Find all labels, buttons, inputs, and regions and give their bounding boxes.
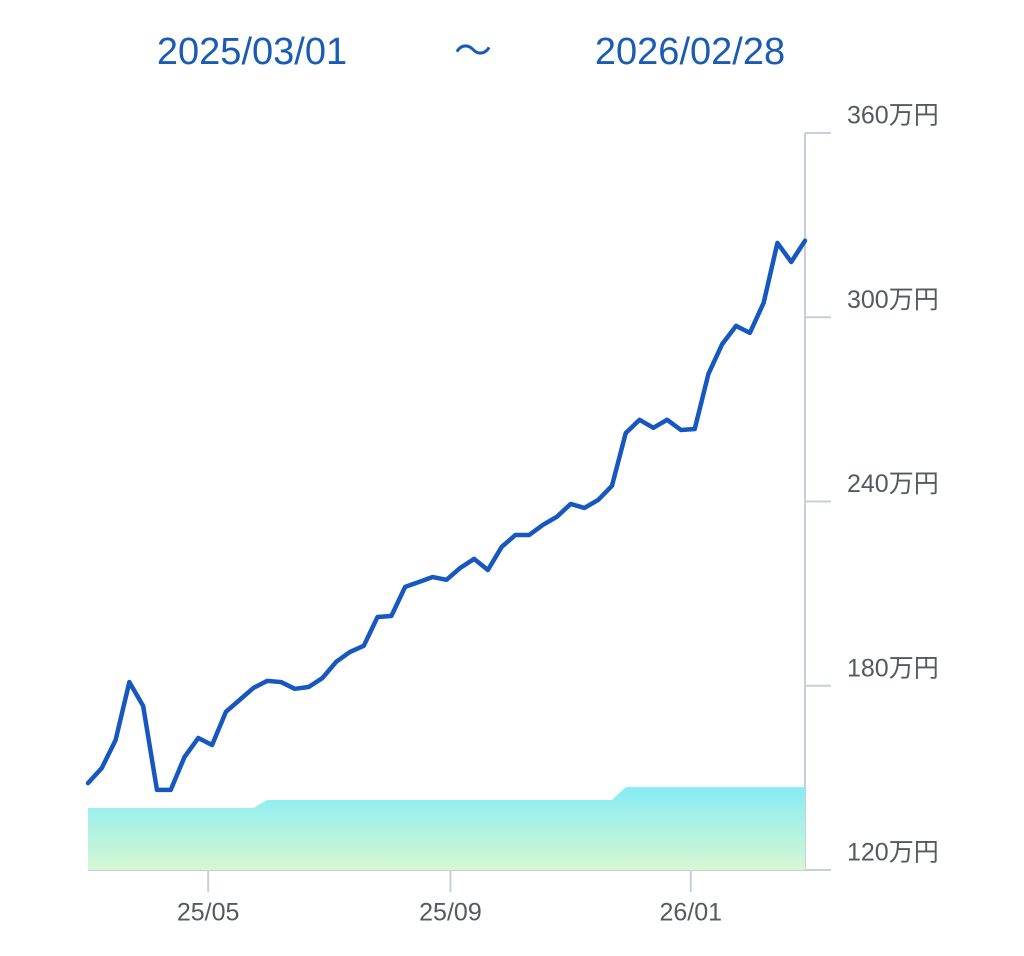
separator: 〜 bbox=[454, 31, 492, 73]
end-date: 2026/02/28 bbox=[595, 31, 785, 73]
x-tick-label: 26/01 bbox=[659, 899, 722, 927]
y-tick-label: 180万円 bbox=[847, 654, 939, 682]
x-tick-label: 25/05 bbox=[177, 899, 240, 927]
line bbox=[85, 238, 808, 793]
start-date: 2025/03/01 bbox=[157, 31, 347, 73]
y-tick-label: 300万円 bbox=[847, 286, 939, 314]
area bbox=[88, 787, 805, 870]
y-tick-label: 360万円 bbox=[847, 102, 939, 130]
x-tick-label: 25/09 bbox=[419, 899, 482, 927]
y-tick-label: 120万円 bbox=[847, 839, 939, 867]
y-tick-label: 240万円 bbox=[847, 470, 939, 498]
